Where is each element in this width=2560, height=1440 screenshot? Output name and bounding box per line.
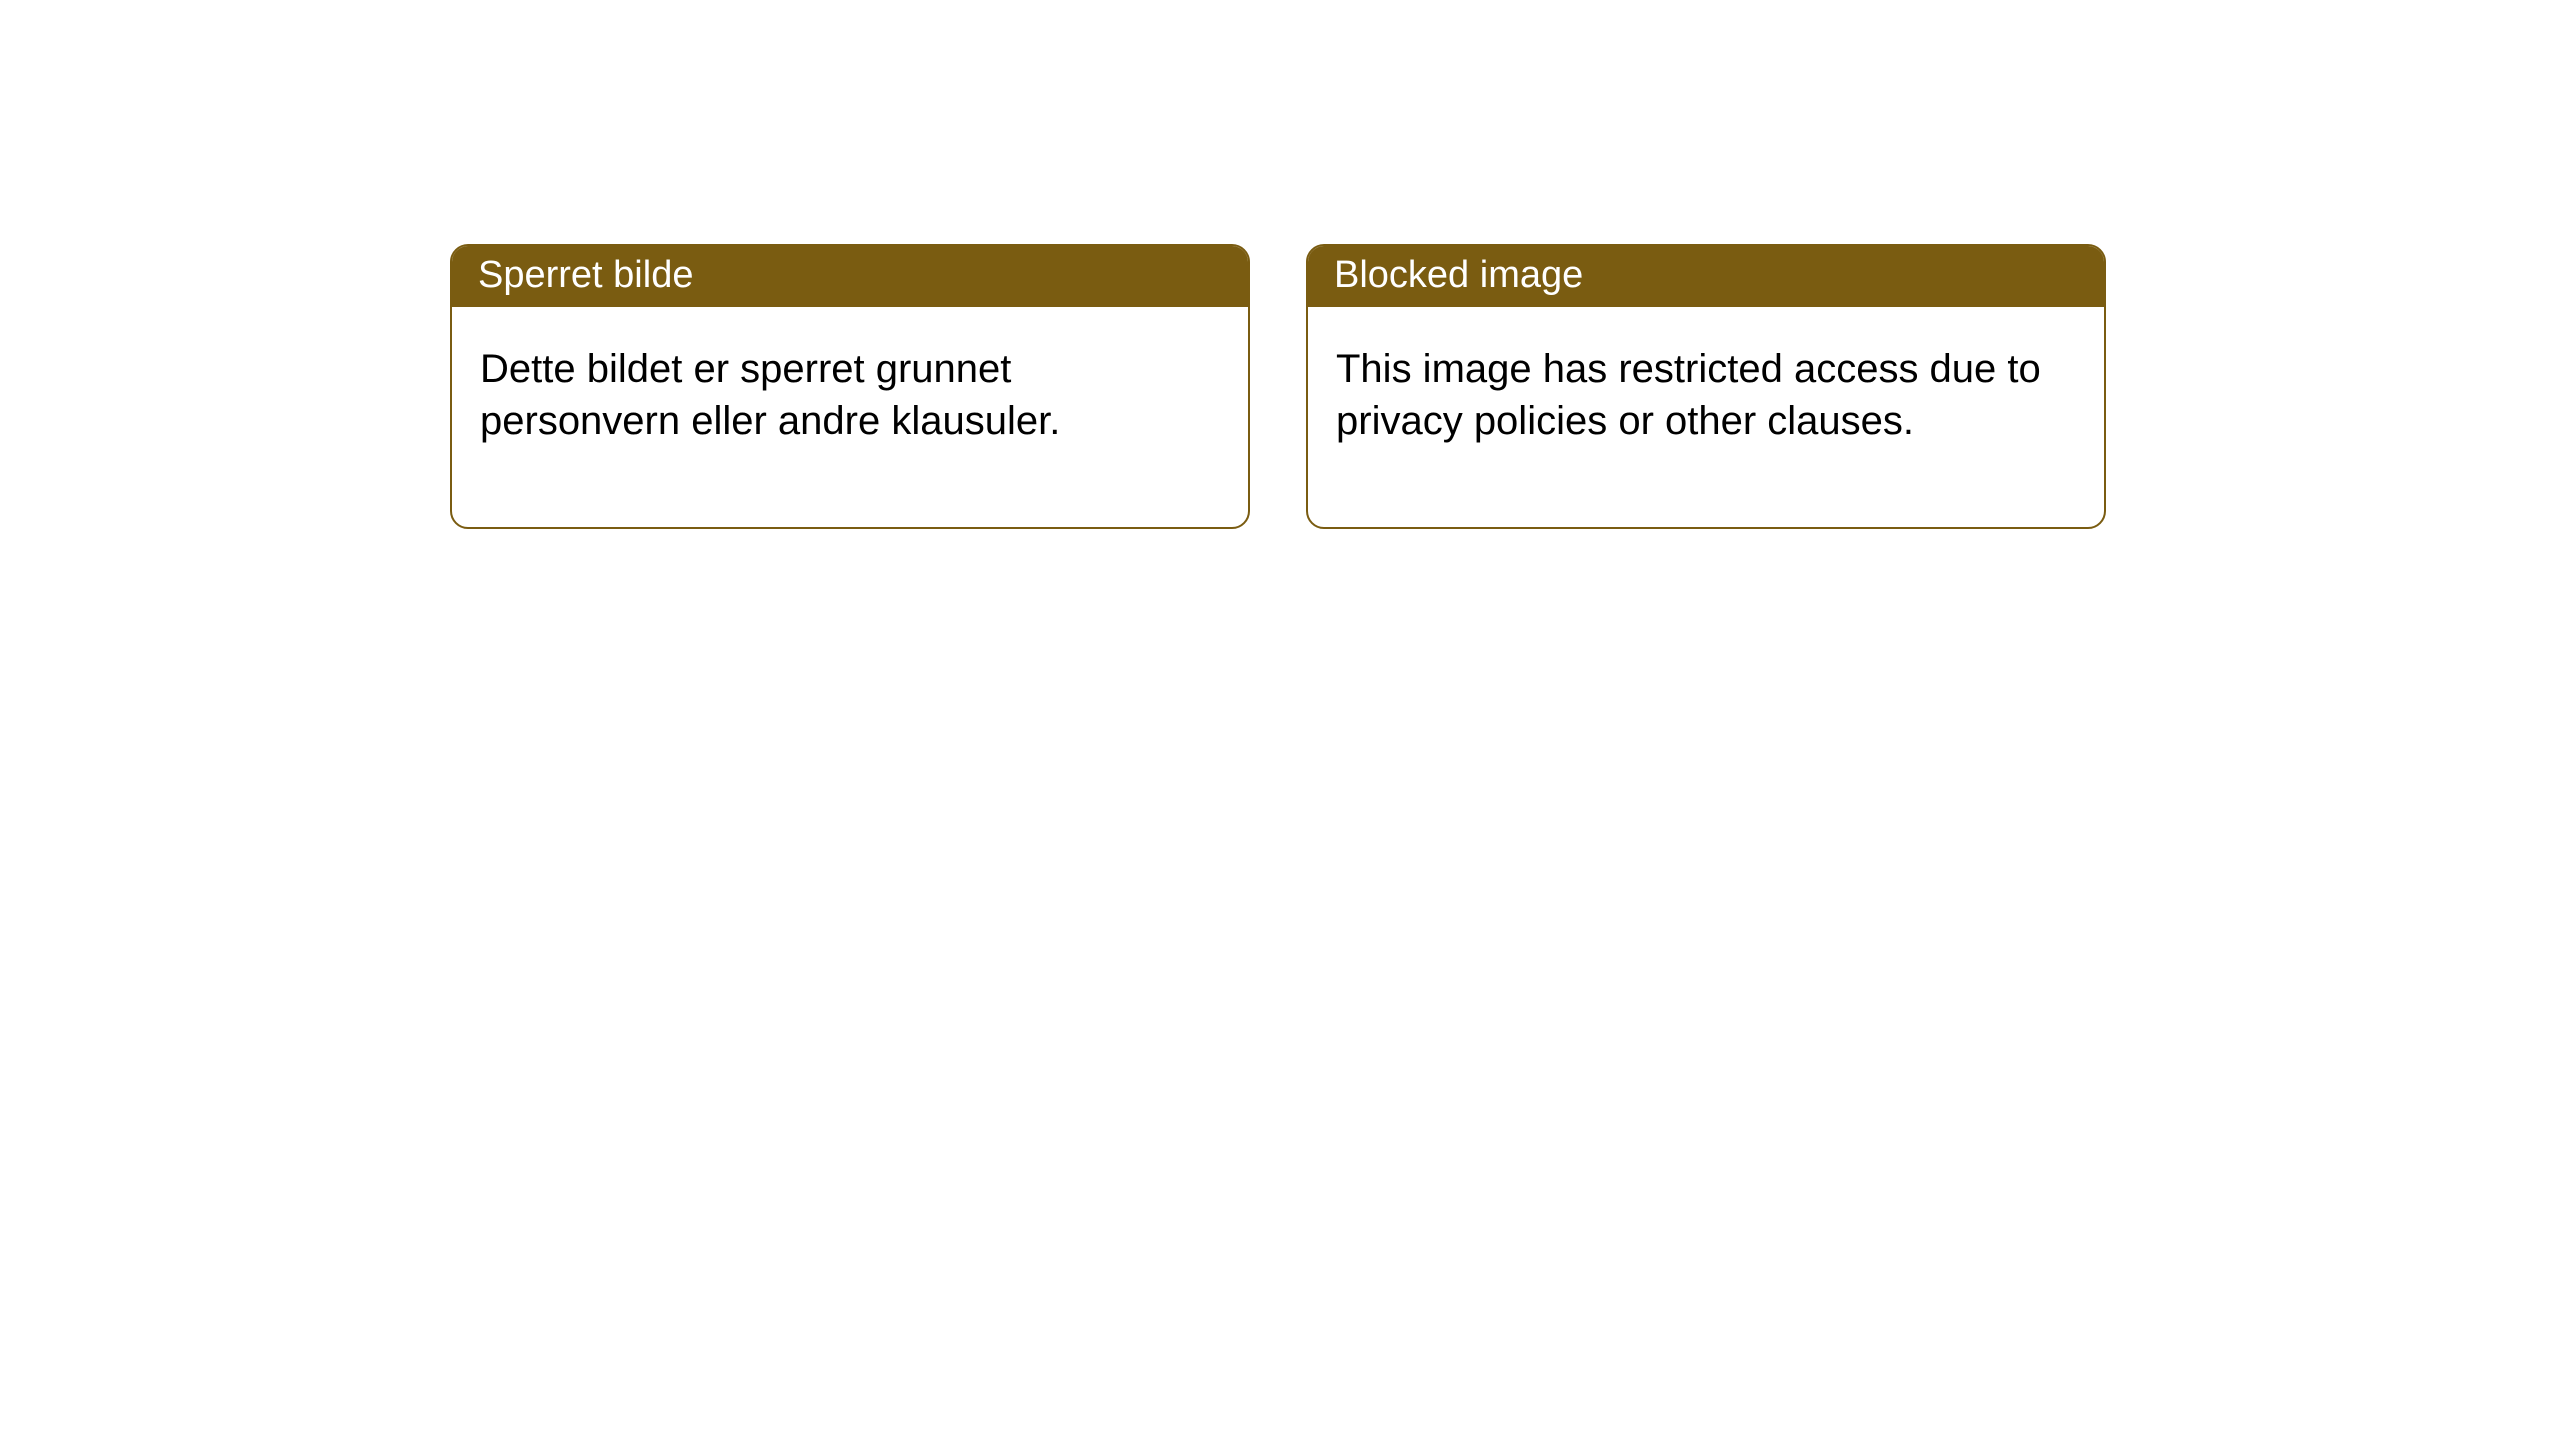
notice-container: Sperret bilde Dette bildet er sperret gr… (450, 244, 2106, 529)
notice-message: Dette bildet er sperret grunnet personve… (480, 347, 1060, 443)
notice-card-english: Blocked image This image has restricted … (1306, 244, 2106, 529)
notice-title: Blocked image (1334, 254, 1583, 296)
notice-body: Dette bildet er sperret grunnet personve… (452, 307, 1248, 527)
notice-card-norwegian: Sperret bilde Dette bildet er sperret gr… (450, 244, 1250, 529)
notice-header: Blocked image (1308, 246, 2104, 307)
notice-header: Sperret bilde (452, 246, 1248, 307)
notice-body: This image has restricted access due to … (1308, 307, 2104, 527)
notice-message: This image has restricted access due to … (1336, 347, 2041, 443)
notice-title: Sperret bilde (478, 254, 693, 296)
